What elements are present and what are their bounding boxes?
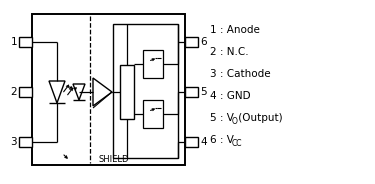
Bar: [185, 37, 198, 47]
Text: 5 : V: 5 : V: [210, 113, 234, 123]
Text: 1: 1: [10, 37, 17, 47]
Text: 1 : Anode: 1 : Anode: [210, 25, 260, 35]
Bar: [185, 87, 198, 97]
Text: 4: 4: [200, 137, 207, 147]
Text: 4 : GND: 4 : GND: [210, 91, 251, 101]
Polygon shape: [49, 81, 65, 103]
Polygon shape: [73, 84, 85, 100]
Bar: [143, 50, 163, 78]
Polygon shape: [93, 78, 112, 106]
Text: 2 : N.C.: 2 : N.C.: [210, 47, 249, 57]
Text: 6: 6: [200, 37, 207, 47]
Bar: [19, 137, 32, 147]
Bar: [32, 14, 185, 165]
Text: (Output): (Output): [235, 113, 283, 123]
Text: 2: 2: [10, 87, 17, 97]
Text: 6 : V: 6 : V: [210, 135, 234, 145]
Text: O: O: [231, 116, 237, 125]
Bar: [19, 87, 32, 97]
Bar: [113, 24, 178, 158]
Text: 3 : Cathode: 3 : Cathode: [210, 69, 271, 79]
Bar: [185, 137, 198, 147]
Bar: [143, 100, 163, 128]
Text: CC: CC: [231, 139, 242, 148]
Text: SHIELD: SHIELD: [98, 155, 129, 164]
Bar: [19, 37, 32, 47]
Bar: [120, 65, 134, 119]
Text: 3: 3: [10, 137, 17, 147]
Text: 5: 5: [200, 87, 207, 97]
